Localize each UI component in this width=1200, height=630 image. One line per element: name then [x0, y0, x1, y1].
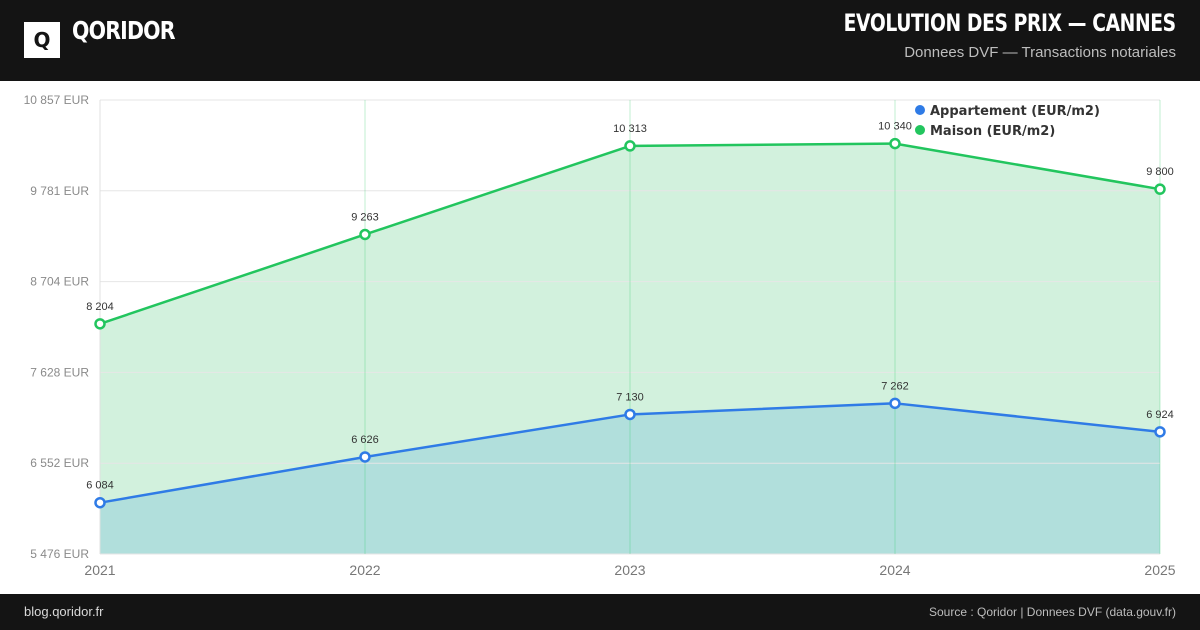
- data-label-appartement: 7 130: [616, 391, 644, 403]
- logo-letter: Q: [33, 28, 51, 52]
- x-tick-label: 2024: [879, 562, 910, 578]
- data-label-maison: 9 263: [351, 211, 379, 223]
- data-label-maison: 9 800: [1146, 166, 1174, 178]
- point-appartement: [1154, 426, 1166, 438]
- page-subtitle: Donnees DVF — Transactions notariales: [904, 44, 1176, 61]
- data-label-appartement: 6 084: [86, 480, 114, 492]
- header-bar: Q QORIDOR EVOLUTION DES PRIX — CANNES Do…: [0, 0, 1200, 81]
- legend-label: Appartement (EUR/m2): [930, 104, 1100, 119]
- data-label-appartement: 6 626: [351, 434, 379, 446]
- x-tick-label: 2023: [614, 562, 645, 578]
- footer-source: Source : Qoridor | Donnees DVF (data.gou…: [928, 605, 1176, 619]
- page-title: EVOLUTION DES PRIX — CANNES: [843, 9, 1176, 37]
- footer-bar: blog.qoridor.fr Source : Qoridor | Donne…: [0, 594, 1200, 630]
- brand-name: QORIDOR: [72, 16, 176, 45]
- x-tick-label: 2025: [1144, 562, 1175, 578]
- data-label-appartement: 7 262: [881, 380, 909, 392]
- point-appartement: [359, 451, 371, 463]
- y-tick-label: 6 552 EUR: [30, 456, 89, 470]
- point-maison: [94, 318, 106, 330]
- data-label-maison: 8 204: [86, 301, 114, 313]
- y-tick-label: 8 704 EUR: [30, 275, 89, 289]
- data-label-appartement: 6 924: [1146, 409, 1174, 421]
- y-tick-label: 7 628 EUR: [30, 365, 89, 379]
- y-tick-label: 5 476 EUR: [30, 547, 89, 561]
- axis-ticks: 5 476 EUR 6 552 EUR 7 628 EUR 8 704 EUR 9 78…: [24, 93, 1176, 578]
- data-points: [94, 137, 1166, 509]
- point-maison: [624, 140, 636, 152]
- data-label-maison: 10 313: [613, 123, 647, 135]
- y-tick-label: 9 781 EUR: [30, 184, 89, 198]
- point-maison: [889, 137, 901, 150]
- legend-marker: [915, 105, 925, 115]
- point-maison: [1154, 183, 1166, 195]
- point-appartement: [94, 496, 106, 509]
- point-appartement: [624, 408, 636, 421]
- x-tick-label: 2021: [84, 562, 115, 578]
- area-appartement: [100, 403, 1160, 554]
- point-maison: [359, 228, 371, 241]
- legend: Appartement (EUR/m2) Maison (EUR/m2): [915, 104, 1100, 139]
- footer-site-link[interactable]: blog.qoridor.fr: [24, 604, 104, 619]
- logo: Q: [24, 22, 60, 58]
- y-tick-label: 10 857 EUR: [24, 93, 90, 107]
- grid: [99, 99, 1161, 555]
- legend-label: Maison (EUR/m2): [930, 124, 1055, 139]
- x-tick-label: 2022: [349, 562, 380, 578]
- point-appartement: [889, 397, 901, 410]
- data-labels: 6 084 6 626 7 130 7 262 6 924 8 204 9 263 10 31…: [86, 121, 1174, 492]
- price-chart: 6 084 6 626 7 130 7 262 6 924 8 204 9 263 10 31…: [24, 93, 1176, 578]
- legend-marker: [915, 125, 925, 135]
- data-label-maison: 10 340: [878, 121, 912, 133]
